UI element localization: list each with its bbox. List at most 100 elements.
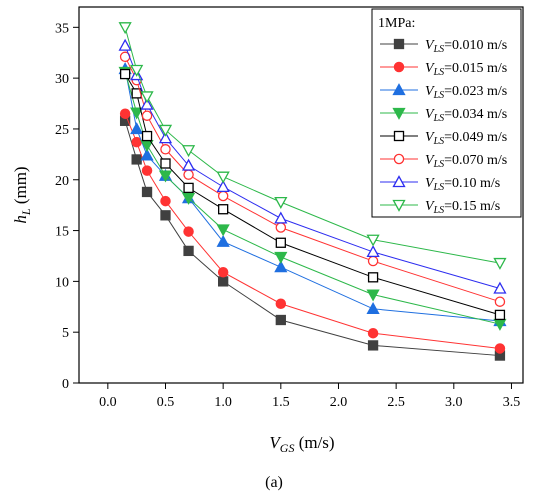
data-point [494,296,506,307]
data-point [274,196,288,209]
data-point [275,237,286,248]
plot-frame [78,6,524,384]
data-point [366,245,380,258]
data-point [275,298,287,309]
legend-marker [393,38,405,50]
data-point [367,327,379,339]
data-point [216,180,230,193]
data-point [493,281,507,294]
series-4 [118,66,507,331]
x-tick-label: 2.0 [330,395,348,410]
x-tick-label: 1.0 [214,395,232,410]
legend-item: VLS=0.015 m/s [380,61,507,78]
x-tick-label: 3.5 [503,395,521,410]
data-point [160,144,171,155]
data-point [131,88,142,99]
data-point [183,245,194,257]
data-point [183,169,194,180]
series-1 [119,115,506,361]
legend-label: VLS=0.034 m/s [425,107,507,124]
legend-marker [393,61,405,73]
data-point [493,257,507,270]
x-tick-label: 0.5 [157,395,175,410]
legend-label: VLS=0.15 m/s [425,199,500,216]
y-axis-label: hL (mm) [11,166,33,223]
data-point [494,343,506,354]
series-5 [119,68,506,321]
data-point [366,234,380,247]
data-point [131,154,142,165]
data-point [141,130,153,142]
legend-label: VLS=0.023 m/s [425,84,507,101]
data-point [275,314,286,326]
legend-marker [393,130,405,142]
data-point [181,158,196,171]
data-point [367,272,379,283]
y-tick-label: 5 [62,326,69,341]
legend-item: VLS=0.15 m/s [380,199,500,216]
data-point [130,64,144,77]
legend-items: VLS=0.010 m/s VLS=0.015 m/s VLS=0.023 m/s V… [380,38,507,216]
data-point [216,171,230,184]
data-point [158,124,173,137]
legend-item: VLS=0.023 m/s [380,83,507,101]
legend-label: VLS=0.010 m/s [425,38,507,55]
series-2 [119,108,506,354]
legend-label: VLS=0.070 m/s [425,153,507,170]
data-point [274,211,288,224]
data-point [158,170,173,183]
legend: 1MPa: VLS=0.010 m/s VLS=0.015 m/s VLS=0.02… [371,8,522,218]
x-axis-label: VGS (m/s) [269,433,334,455]
data-point [141,110,153,121]
data-point [158,131,173,144]
series-layer [118,22,507,361]
data-point [160,210,171,221]
data-point [140,148,154,161]
legend-item: VLS=0.034 m/s [380,107,507,124]
y-tick-label: 25 [55,123,69,138]
legend-item: VLS=0.070 m/s [380,153,507,170]
data-point [275,222,287,233]
data-point [366,289,380,302]
data-point [118,38,132,51]
x-tick-label: 0.0 [99,395,117,410]
x-tick-label: 2.5 [387,395,405,410]
data-point [494,309,506,321]
y-tick-label: 35 [55,21,69,36]
data-point [367,255,379,267]
data-point [118,22,132,35]
data-point [183,226,194,237]
data-point [141,186,153,198]
data-point [141,165,153,176]
data-point [216,234,230,247]
data-point [218,276,229,287]
legend-label: VLS=0.049 m/s [425,130,507,147]
data-point [130,122,144,135]
data-point [217,266,229,278]
data-point [274,251,288,264]
x-tick-label: 3.0 [445,395,463,410]
data-point [119,108,131,119]
series-8 [118,22,507,270]
legend-marker [392,175,406,188]
legend-item: VLS=0.10 m/s [380,175,500,193]
data-point [181,192,196,205]
y-tick-label: 0 [62,377,69,392]
data-point [217,190,229,202]
legend-marker [392,83,406,96]
data-point [160,195,171,207]
data-point [140,91,154,104]
legend-label: VLS=0.10 m/s [425,176,500,193]
x-axis: 0.0 0.5 1.0 1.5 2.0 2.5 3.0 3.5 [99,383,520,410]
figure-caption: (a) [265,474,283,491]
data-point [181,145,196,158]
data-point [119,68,131,80]
data-point [218,204,229,215]
data-point [183,182,194,194]
legend-item: VLS=0.010 m/s [380,38,507,55]
legend-title: 1MPa: [378,16,415,31]
y-tick-label: 10 [55,275,69,290]
y-tick-label: 20 [55,174,69,189]
data-point [131,136,142,148]
